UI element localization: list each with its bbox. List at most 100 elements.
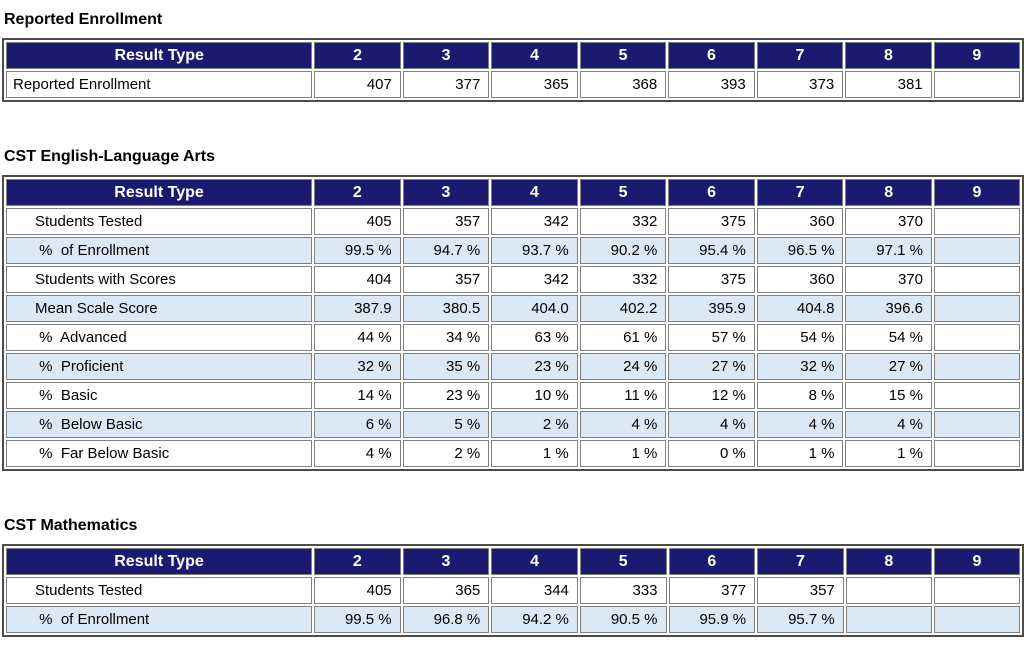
value-cell: 380.5 <box>402 295 490 322</box>
value-cell: 11 % <box>579 382 667 409</box>
row-label-cell: % of Enrollment <box>6 237 313 264</box>
results-table: Result Type 2 3 4 5 6 7 8 9 Students Tested 405 357… <box>2 175 1024 471</box>
table-row: % Basic 14 % 23 % 10 % 11 % 12 % 8 % 15 % <box>6 382 1020 409</box>
value-cell: 1 % <box>579 440 667 467</box>
row-label-cell: % Below Basic <box>6 411 313 438</box>
value-cell <box>845 577 932 604</box>
value-cell: 377 <box>402 71 490 98</box>
value-cell: 54 % <box>756 324 844 351</box>
grade-column-header: 2 <box>314 42 401 69</box>
grade-column-header: 4 <box>491 42 578 69</box>
results-table: Result Type 2 3 4 5 6 7 8 9 Reported Enrollment 40… <box>2 38 1024 102</box>
value-cell: 27 % <box>668 353 755 380</box>
table-row: % of Enrollment 99.5 % 94.7 % 93.7 % 90.2 % 9… <box>6 237 1020 264</box>
table-row: % Far Below Basic 4 % 2 % 1 % 1 % 0 % 1 % 1 % <box>6 440 1020 467</box>
value-cell <box>934 266 1020 293</box>
table-row: % Below Basic 6 % 5 % 2 % 4 % 4 % 4 % 4 % <box>6 411 1020 438</box>
value-cell: 4 % <box>668 411 755 438</box>
value-cell: 24 % <box>579 353 667 380</box>
results-table: Result Type 2 3 4 5 6 7 8 9 Students Tested 405 365… <box>2 544 1024 637</box>
value-cell: 90.5 % <box>579 606 667 633</box>
value-cell: 381 <box>845 71 932 98</box>
value-cell: 360 <box>756 266 844 293</box>
grade-column-header: 9 <box>933 42 1020 69</box>
grade-column-header: 5 <box>579 42 667 69</box>
value-cell: 90.2 % <box>579 237 667 264</box>
grade-column-header: 7 <box>756 42 844 69</box>
grade-column-header: 3 <box>402 42 490 69</box>
value-cell <box>934 295 1020 322</box>
value-cell: 370 <box>845 208 932 235</box>
value-cell: 57 % <box>668 324 755 351</box>
value-cell: 32 % <box>756 353 844 380</box>
value-cell: 365 <box>491 71 578 98</box>
grade-column-header: 8 <box>845 42 932 69</box>
value-cell: 373 <box>756 71 844 98</box>
row-label-cell: % of Enrollment <box>6 606 313 633</box>
value-cell: 94.2 % <box>491 606 578 633</box>
result-type-header: Result Type <box>6 548 313 575</box>
value-cell: 61 % <box>579 324 667 351</box>
value-cell <box>933 71 1020 98</box>
value-cell: 332 <box>579 266 667 293</box>
table-header-row: Result Type 2 3 4 5 6 7 8 9 <box>6 548 1020 575</box>
grade-column-header: 9 <box>933 548 1020 575</box>
row-label-cell: % Advanced <box>6 324 313 351</box>
value-cell <box>933 577 1020 604</box>
grade-column-header: 8 <box>845 179 932 206</box>
table-row: Students Tested 405 365 344 333 377 357 <box>6 577 1020 604</box>
value-cell: 365 <box>402 577 490 604</box>
value-cell: 405 <box>314 208 401 235</box>
grade-column-header: 2 <box>314 548 401 575</box>
grade-column-header: 6 <box>668 548 756 575</box>
value-cell: 0 % <box>668 440 755 467</box>
value-cell: 370 <box>845 266 932 293</box>
value-cell: 393 <box>668 71 755 98</box>
value-cell <box>934 237 1020 264</box>
grade-column-header: 4 <box>491 179 578 206</box>
table-header-row: Result Type 2 3 4 5 6 7 8 9 <box>6 42 1020 69</box>
grade-column-header: 2 <box>314 179 401 206</box>
section-title: Reported Enrollment <box>4 11 163 28</box>
value-cell: 375 <box>668 266 755 293</box>
row-label-cell: Students with Scores <box>6 266 313 293</box>
value-cell: 96.5 % <box>756 237 844 264</box>
value-cell: 357 <box>402 266 490 293</box>
value-cell: 95.4 % <box>668 237 755 264</box>
grade-column-header: 5 <box>579 179 667 206</box>
value-cell: 4 % <box>579 411 667 438</box>
value-cell: 6 % <box>314 411 401 438</box>
value-cell: 357 <box>402 208 490 235</box>
value-cell: 99.5 % <box>314 606 401 633</box>
value-cell: 332 <box>579 208 667 235</box>
value-cell: 368 <box>579 71 667 98</box>
grade-column-header: 7 <box>757 548 844 575</box>
grade-column-header: 6 <box>668 179 755 206</box>
value-cell: 94.7 % <box>402 237 490 264</box>
value-cell: 14 % <box>314 382 401 409</box>
grade-column-header: 5 <box>579 548 667 575</box>
row-label-cell: Students Tested <box>6 208 313 235</box>
value-cell: 35 % <box>402 353 490 380</box>
value-cell: 44 % <box>314 324 401 351</box>
row-label-cell: Mean Scale Score <box>6 295 313 322</box>
table-section: CST English-Language Arts Result Type 2 3 4 5… <box>2 148 1024 471</box>
row-label-cell: Reported Enrollment <box>6 71 313 98</box>
value-cell: 63 % <box>491 324 578 351</box>
value-cell: 1 % <box>756 440 844 467</box>
table-row: Mean Scale Score 387.9 380.5 404.0 402.2 395.… <box>6 295 1020 322</box>
value-cell <box>933 606 1020 633</box>
value-cell <box>934 382 1020 409</box>
value-cell: 357 <box>757 577 844 604</box>
value-cell: 4 % <box>756 411 844 438</box>
row-label-cell: % Basic <box>6 382 313 409</box>
table-section: Reported Enrollment Result Type 2 3 4 5 6 7 8 9 Re… <box>2 11 1024 102</box>
report: Reported Enrollment Result Type 2 3 4 5 6 7 8 9 Re… <box>0 11 1024 637</box>
table-row: % of Enrollment 99.5 % 96.8 % 94.2 % 90.5 % 9… <box>6 606 1020 633</box>
table-row: Reported Enrollment 407 377 365 368 393 373 381 <box>6 71 1020 98</box>
value-cell: 23 % <box>402 382 490 409</box>
grade-column-header: 7 <box>756 179 844 206</box>
grade-column-header: 9 <box>934 179 1020 206</box>
value-cell: 407 <box>314 71 401 98</box>
value-cell: 360 <box>756 208 844 235</box>
